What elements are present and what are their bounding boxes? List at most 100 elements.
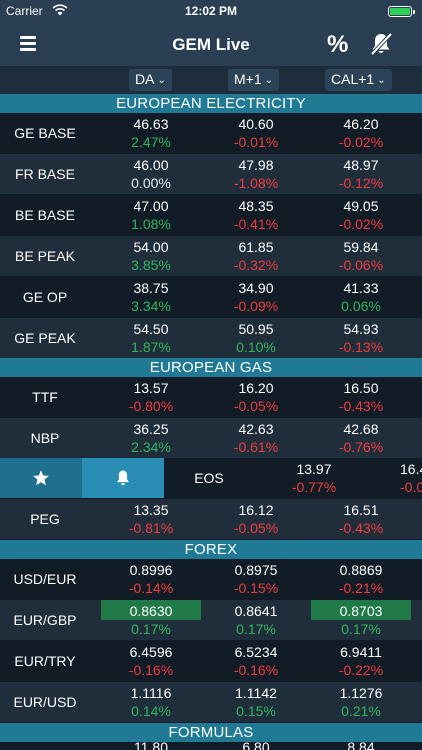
table-row[interactable]: EUR/GBP 0.8630 0.17% 0.8641 0.17% 0.8703 0.… xyxy=(0,600,422,640)
price-cell: 6.80 xyxy=(242,742,270,750)
row-label: NBP xyxy=(30,430,60,446)
row-label: GE PEAK xyxy=(14,330,76,346)
table-row[interactable]: GE PEAK 54.50 1.87% 50.95 0.10% 54.93 -0.13… xyxy=(0,318,422,358)
price-cell: 46.63 2.47% xyxy=(131,116,171,150)
column-select-m1[interactable]: M+1 ⌄ xyxy=(228,69,280,91)
column-select-cal1[interactable]: CAL+1 ⌄ xyxy=(325,69,392,91)
section-header-formulas: FORMULAS xyxy=(0,723,422,742)
row-label: TTF xyxy=(32,389,58,405)
price-cell: 47.00 1.08% xyxy=(131,198,171,232)
chevron-down-icon: ⌄ xyxy=(377,75,386,86)
star-icon xyxy=(33,470,49,486)
price-cell: 54.93 -0.13% xyxy=(338,321,384,355)
price-cell: 50.95 0.10% xyxy=(236,321,276,355)
price-cell: 0.8641 0.17% xyxy=(234,603,278,637)
price-cell: 16.4-0.0 xyxy=(400,461,422,495)
row-label: FR BASE xyxy=(15,166,75,182)
table-row[interactable]: BE PEAK 54.00 3.85% 61.85 -0.32% 59.84 -0.0… xyxy=(0,236,422,276)
price-cell: 54.50 1.87% xyxy=(131,321,171,355)
column-label: M+1 xyxy=(234,71,262,87)
table-row-swiped[interactable]: EOS 13.97-0.77% 16.4-0.0 xyxy=(0,458,422,498)
table-row[interactable]: PEG 13.35 -0.81% 16.12 -0.05% 16.51 -0.43% xyxy=(0,499,422,539)
price-cell: 1.1116 0.14% xyxy=(130,685,172,719)
price-cell: 36.25 2.34% xyxy=(131,421,171,455)
price-cell: 61.85 -0.32% xyxy=(233,239,279,273)
table-row[interactable]: EUR/TRY 6.4596 -0.16% 6.5234 -0.16% 6.9411… xyxy=(0,641,422,681)
price-cell: 16.50 -0.43% xyxy=(338,380,384,414)
column-header: DA ⌄ M+1 ⌄ CAL+1 ⌄ xyxy=(0,66,422,94)
price-cell: 13.97 -0.77% xyxy=(291,461,337,495)
price-cell: 49.05 -0.02% xyxy=(338,198,384,232)
price-cell: 0.8996 -0.14% xyxy=(128,562,174,596)
hamburger-menu-icon[interactable] xyxy=(20,36,36,51)
row-label: EUR/GBP xyxy=(13,612,77,628)
row-label: BE BASE xyxy=(15,207,75,223)
price-cell: 46.20 -0.02% xyxy=(338,116,384,150)
percent-toggle-button[interactable]: % xyxy=(327,31,349,58)
bell-slash-icon[interactable] xyxy=(368,31,394,57)
row-label: GE BASE xyxy=(14,125,76,141)
price-cell: 0.8703 0.17% xyxy=(311,600,411,640)
chevron-down-icon: ⌄ xyxy=(157,75,166,86)
row-label: GE OP xyxy=(22,289,68,305)
section-header-gas: EUROPEAN GAS xyxy=(0,358,422,377)
price-cell: 6.4596 -0.16% xyxy=(128,644,174,678)
price-cell: 1.1142 0.15% xyxy=(235,685,277,719)
table-row[interactable]: BE BASE 47.00 1.08% 48.35 -0.41% 49.05 -0.0… xyxy=(0,195,422,235)
price-cell: 38.75 3.34% xyxy=(131,280,171,314)
price-cell: 42.68 -0.76% xyxy=(338,421,384,455)
row-label: EUR/TRY xyxy=(14,653,76,669)
price-cell: 16.12 -0.05% xyxy=(233,502,279,536)
section-header-electricity: EUROPEAN ELECTRICITY xyxy=(0,94,422,113)
price-cell: 46.00 0.00% xyxy=(131,157,171,191)
wifi-icon xyxy=(52,4,68,16)
carrier-label: Carrier xyxy=(6,4,43,18)
price-cell: 0.8975 -0.15% xyxy=(233,562,279,596)
price-cell: 34.90 -0.09% xyxy=(233,280,279,314)
chevron-down-icon: ⌄ xyxy=(264,75,274,86)
table-row[interactable]: GE OP 38.75 3.34% 34.90 -0.09% 41.33 0.06% xyxy=(0,277,422,317)
clock: 12:02 PM xyxy=(184,4,238,18)
table-row[interactable]: NBP 36.25 2.34% 42.63 -0.61% 42.68 -0.76% xyxy=(0,418,422,458)
price-cell: 59.84 -0.06% xyxy=(338,239,384,273)
table-row[interactable]: FR BASE 46.00 0.00% 47.98 -1.08% 48.97 -0.1… xyxy=(0,154,422,194)
column-label: CAL+1 xyxy=(331,71,375,87)
price-cell: 8.84 xyxy=(347,742,375,750)
price-cell: 48.35 -0.41% xyxy=(233,198,279,232)
price-cell: 42.63 -0.61% xyxy=(233,421,279,455)
column-select-da[interactable]: DA ⌄ xyxy=(129,69,172,91)
price-cell: 16.51 -0.43% xyxy=(338,502,384,536)
price-cell: 41.33 0.06% xyxy=(341,280,381,314)
price-cell: 40.60 -0.01% xyxy=(233,116,279,150)
price-cell: 48.97 -0.12% xyxy=(338,157,384,191)
row-label: USD/EUR xyxy=(13,571,77,587)
favorite-button[interactable] xyxy=(0,458,82,498)
table-row[interactable]: USD/EUR 0.8996 -0.14% 0.8975 -0.15% 0.8869… xyxy=(0,559,422,599)
table-row[interactable]: GE BASE 46.63 2.47% 40.60 -0.01% 46.20 -0.0… xyxy=(0,113,422,153)
row-label: BE PEAK xyxy=(15,248,75,264)
price-cell: 0.8869 -0.21% xyxy=(338,562,384,596)
row-label: EOS xyxy=(194,470,224,486)
price-cell: 47.98 -1.08% xyxy=(233,157,279,191)
nav-bar: GEM Live % xyxy=(0,22,422,66)
row-label: EUR/USD xyxy=(13,694,77,710)
table-row[interactable]: TTF 13.57 -0.80% 16.20 -0.05% 16.50 -0.43% xyxy=(0,377,422,417)
bell-icon xyxy=(117,470,129,486)
table-row[interactable]: 11.80 6.80 8.84 xyxy=(0,742,422,750)
price-cell: 13.57 -0.80% xyxy=(128,380,174,414)
alert-button[interactable] xyxy=(82,458,164,498)
price-cell: 54.00 3.85% xyxy=(131,239,171,273)
table-row[interactable]: EUR/USD 1.1116 0.14% 1.1142 0.15% 1.1276 0.… xyxy=(0,682,422,722)
price-cell: 6.9411 -0.22% xyxy=(338,644,384,678)
price-cell: 13.35 -0.81% xyxy=(128,502,174,536)
price-cell: 0.8630 0.17% xyxy=(101,600,201,640)
status-bar: Carrier 12:02 PM xyxy=(0,0,422,22)
price-cell: 11.80 xyxy=(134,742,168,750)
page-title: GEM Live xyxy=(172,35,250,54)
section-header-forex: FOREX xyxy=(0,540,422,559)
price-cell: 1.1276 0.21% xyxy=(339,685,383,719)
column-label: DA xyxy=(135,71,155,87)
price-cell: 16.20 -0.05% xyxy=(233,380,279,414)
battery-icon xyxy=(388,6,415,17)
price-cell: 6.5234 -0.16% xyxy=(233,644,279,678)
